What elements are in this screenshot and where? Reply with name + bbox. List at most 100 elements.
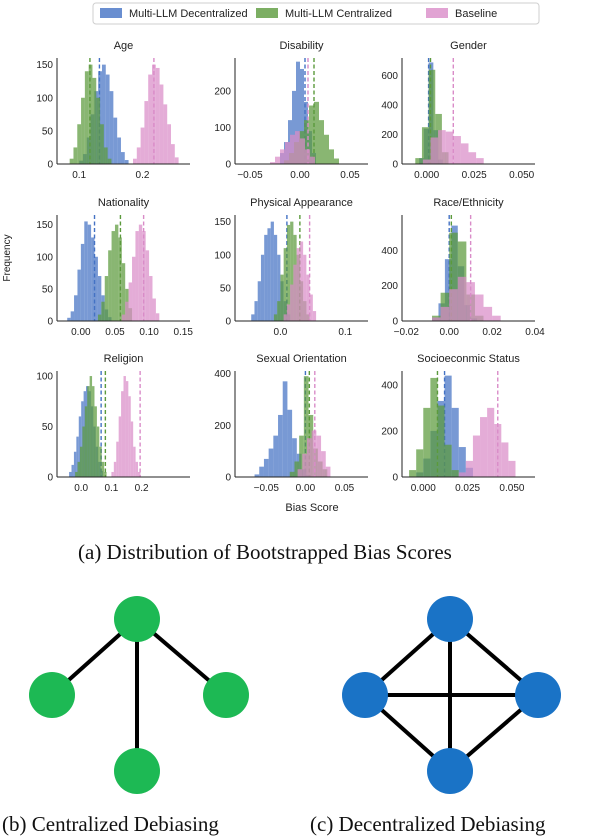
- histogram-bar: [449, 289, 458, 321]
- histogram-bar: [282, 381, 288, 477]
- histogram-bar: [132, 256, 136, 321]
- panel-race-ethnicity: Race/Ethnicity 0 200 400 −0.02 0.00 0.02 0.04: [381, 197, 545, 338]
- panel-sexual-orientation: Sexual Orientation 0 200 400 −0.05 0.00 0.05: [214, 353, 368, 494]
- histogram-bar: [472, 435, 481, 477]
- x-tick-label: 0.00: [439, 327, 459, 338]
- histogram-bar: [314, 101, 319, 164]
- histogram-bar: [280, 274, 284, 321]
- x-tick-label: 0.05: [340, 170, 360, 181]
- panel-title: Sexual Orientation: [256, 353, 347, 365]
- series-multi-llm-centralized: [409, 371, 459, 477]
- y-tick-label: 0: [47, 160, 53, 171]
- histogram-bar: [286, 304, 291, 321]
- histogram-bar: [251, 314, 255, 321]
- histogram-bar: [73, 451, 77, 477]
- panel-physical-appearance: Physical Appearance 0 50 100 150 0.0 0.1: [214, 197, 368, 338]
- histogram-bar: [123, 376, 126, 477]
- x-tick-label: 0.15: [173, 327, 193, 338]
- x-tick-label: 0.050: [499, 483, 524, 494]
- histogram-bar: [152, 64, 156, 164]
- histogram-bar: [460, 143, 469, 164]
- histogram-bar: [257, 281, 261, 321]
- series-baseline: [422, 58, 484, 164]
- histogram-bar: [97, 276, 102, 321]
- histogram-bar: [289, 471, 295, 477]
- y-tick-label: 200: [381, 426, 398, 437]
- histogram-bar: [155, 313, 160, 321]
- histogram-bar: [77, 269, 81, 321]
- panel-title: Physical Appearance: [250, 197, 353, 209]
- histogram-bar: [80, 243, 85, 321]
- histogram-bar: [128, 396, 131, 477]
- series-baseline: [111, 371, 141, 477]
- histogram-bar: [273, 314, 278, 321]
- histogram-bar: [116, 441, 119, 477]
- histogram-bar: [268, 448, 274, 477]
- histogram-bar: [451, 407, 459, 477]
- histogram-bar: [325, 466, 331, 477]
- histogram-bar: [444, 375, 452, 477]
- histogram-bar: [155, 67, 160, 164]
- histogram-bar: [145, 250, 150, 321]
- histogram-bar: [275, 156, 280, 164]
- histogram-bar: [133, 446, 136, 477]
- y-tick-label: 0: [392, 317, 398, 328]
- x-tick-label: 0.0: [273, 327, 287, 338]
- histogram-bar: [300, 138, 305, 164]
- histogram-bar: [96, 426, 100, 477]
- histogram-bar: [430, 137, 439, 164]
- histogram-bar: [92, 386, 95, 477]
- histogram-bar: [259, 466, 264, 477]
- x-tick-label: 0.02: [482, 327, 502, 338]
- x-tick-label: 0.05: [335, 483, 355, 494]
- histogram-bar: [104, 276, 109, 321]
- histogram-bar: [290, 134, 295, 164]
- series-baseline: [133, 58, 179, 164]
- centralized-graph: [29, 596, 249, 794]
- histogram-bar: [87, 386, 90, 477]
- histogram-bar: [163, 104, 168, 164]
- histogram-bar: [283, 314, 287, 321]
- histogram-bar: [124, 160, 129, 164]
- histogram-bar: [159, 84, 164, 164]
- histogram-bar: [487, 407, 495, 477]
- series-multi-llm-decentralized: [67, 215, 112, 321]
- x-tick-label: 0.025: [462, 170, 487, 181]
- y-tick-label: 0: [392, 160, 398, 171]
- histogram-bar: [303, 254, 307, 321]
- y-tick-label: 0: [47, 473, 53, 484]
- histogram-bar: [300, 68, 304, 164]
- histogram-bar: [445, 131, 454, 164]
- legend-swatch-baseline: [426, 8, 448, 18]
- histogram-bar: [125, 301, 129, 321]
- histogram-bar: [438, 130, 446, 164]
- y-tick-label: 400: [381, 246, 398, 257]
- histogram-bar: [480, 417, 488, 477]
- graph-node: [203, 672, 249, 718]
- x-tick-label: 0.1: [104, 483, 118, 494]
- histogram-bar: [306, 438, 312, 477]
- graph-node: [114, 748, 160, 794]
- histogram-bar: [286, 224, 291, 321]
- histogram-bar: [304, 120, 309, 164]
- histogram-bar: [283, 248, 287, 321]
- histogram-bar: [91, 237, 95, 321]
- histogram-bar: [293, 264, 297, 321]
- histogram-bar: [254, 474, 260, 477]
- histogram-bar: [264, 234, 268, 321]
- histogram-bar: [76, 436, 79, 477]
- panel-gender: Gender 0 200 400 600 0.000 0.025 0.050: [381, 40, 535, 181]
- y-tick-label: 0: [225, 473, 231, 484]
- y-tick-label: 200: [381, 130, 398, 141]
- histogram-bar: [125, 381, 129, 477]
- panel-nationality: Nationality 0 50 100 150 0.00 0.05 0.10 0.15: [36, 197, 193, 338]
- histogram-bar: [440, 306, 450, 321]
- histogram-bar: [70, 311, 75, 321]
- histogram-bar: [89, 376, 93, 477]
- histogram-bar: [444, 444, 452, 477]
- histogram-bar: [75, 471, 78, 477]
- histogram-bar: [174, 157, 179, 164]
- histogram-bar: [94, 406, 97, 477]
- histogram-bar: [105, 74, 110, 164]
- histogram-bar: [508, 460, 516, 477]
